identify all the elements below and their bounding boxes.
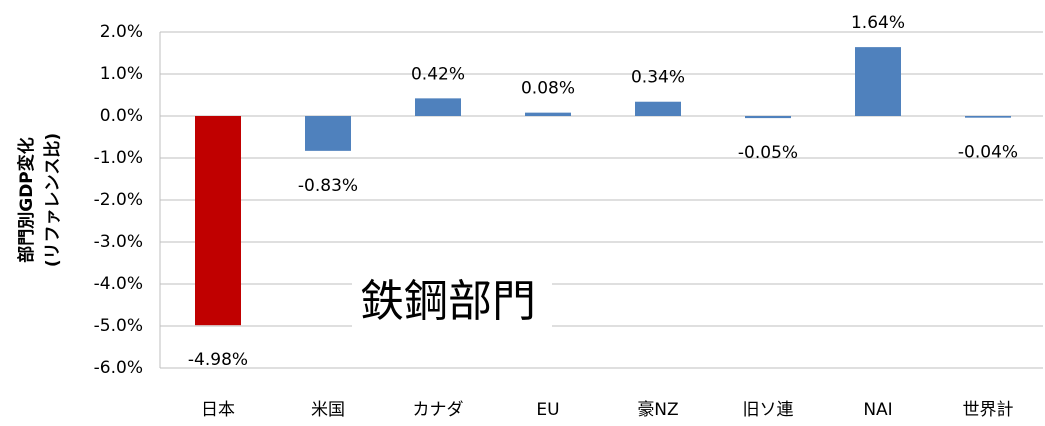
annotation-bg [352,272,552,334]
y-tick-label: 0.0% [100,106,143,126]
value-label: -0.83% [298,176,358,196]
value-label: -0.04% [958,143,1018,163]
y-tick-label: -1.0% [94,148,143,168]
y-tick-label: -4.0% [94,274,143,294]
value-label: -0.05% [738,143,798,163]
bar [195,116,241,326]
value-label: 0.42% [411,64,465,84]
bar [305,116,351,151]
value-label: 0.08% [521,79,575,99]
value-label: -4.98% [188,350,248,370]
y-axis-label: (リファレンス比) [42,133,63,267]
bar [855,47,901,117]
y-tick-label: -3.0% [94,232,143,252]
y-tick-label: -2.0% [94,190,143,210]
bar [965,116,1011,118]
x-tick-label: NAI [863,400,892,420]
value-label: 1.64% [851,13,905,33]
x-tick-label: 米国 [311,400,345,420]
y-tick-label: 2.0% [100,22,143,42]
y-tick-label: -6.0% [94,358,143,378]
value-label: 0.34% [631,68,685,88]
y-tick-label: -5.0% [94,316,143,336]
bar [415,98,461,116]
bar [635,101,681,116]
x-tick-label: 日本 [201,400,235,420]
bar [525,112,571,116]
y-tick-label: 1.0% [100,64,143,84]
x-tick-label: EU [536,400,559,420]
x-tick-label: カナダ [413,400,464,420]
y-axis-label: 部門別GDP変化 [16,137,37,263]
x-tick-label: 世界計 [963,400,1014,420]
x-tick-label: 旧ソ連 [743,400,794,420]
x-tick-label: 豪NZ [637,399,678,420]
annotation: 鉄鋼部門 [360,276,536,327]
bar [745,116,791,119]
